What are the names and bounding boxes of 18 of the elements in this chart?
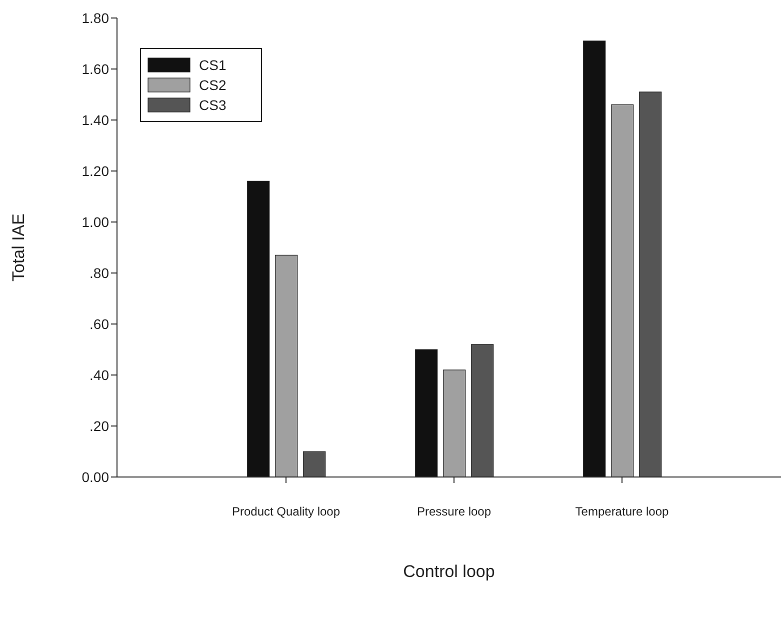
legend-label: CS1 [199,57,226,73]
y-axis-title: Total IAE [9,213,28,282]
legend-label: CS2 [199,77,226,93]
y-tick-label: 1.00 [82,214,110,230]
y-tick-label: 0.00 [82,468,110,485]
y-tick-label: 1.20 [82,162,110,179]
y-tick-label: .60 [90,316,110,332]
x-tick-label: Pressure loop [416,504,492,519]
y-tick-label: .40 [90,366,110,383]
x-axis-title: Control loop [403,562,495,581]
x-tick-label: Temperature loop [575,504,670,519]
y-tick-label: 1.80 [82,10,110,26]
x-tick-label: Product Quality loop [232,504,340,519]
y-tick-label: 1.40 [82,112,110,128]
legend-label: CS3 [199,97,226,113]
y-tick-label: .20 [90,418,110,434]
y-tick-label: 1.60 [82,60,110,77]
y-tick-label: .80 [90,264,110,281]
